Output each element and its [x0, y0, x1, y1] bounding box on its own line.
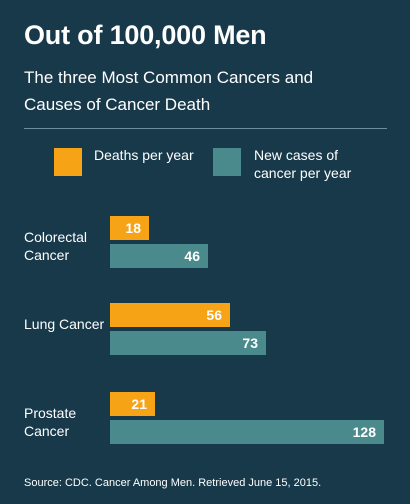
category-label-lung-cancer: Lung Cancer — [24, 315, 114, 333]
legend-label-deaths: Deaths per year — [94, 146, 194, 164]
category-label-prostate-cancer: Prostate Cancer — [24, 404, 114, 440]
data-label-colorectal-cancer-cases: 46 — [110, 244, 200, 268]
legend-label-cases: New cases of cancer per year — [254, 146, 374, 182]
data-label-prostate-cancer-cases: 128 — [110, 420, 376, 444]
data-label-prostate-cancer-deaths: 21 — [110, 392, 147, 416]
data-label-lung-cancer-cases: 73 — [110, 331, 258, 355]
source-note: Source: CDC. Cancer Among Men. Retrieved… — [24, 477, 321, 489]
chart-subtitle: The three Most Common Cancers and Causes… — [24, 64, 364, 118]
divider — [24, 128, 387, 129]
data-label-lung-cancer-deaths: 56 — [110, 303, 222, 327]
category-label-colorectal-cancer: Colorectal Cancer — [24, 228, 114, 264]
legend-swatch-deaths — [54, 148, 82, 176]
legend-swatch-cases — [213, 148, 241, 176]
data-label-colorectal-cancer-deaths: 18 — [110, 216, 141, 240]
chart-title: Out of 100,000 Men — [24, 20, 266, 51]
